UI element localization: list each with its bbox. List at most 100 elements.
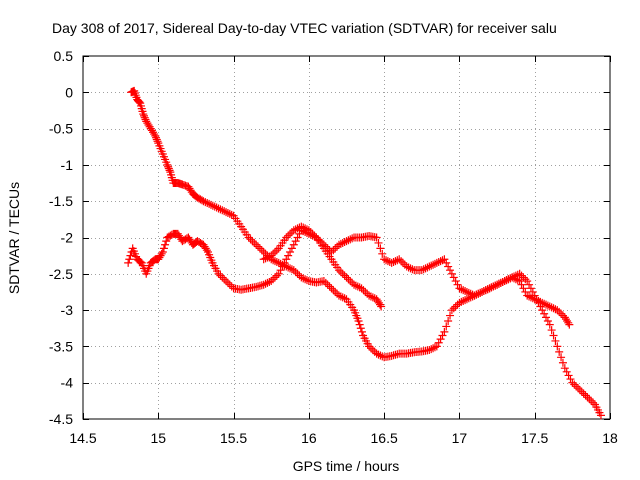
data-point-series-1 (515, 269, 524, 278)
chart-title: Day 308 of 2017, Sidereal Day-to-day VTE… (52, 20, 557, 36)
x-tick-label: 15 (150, 430, 166, 446)
data-point-series-2 (286, 248, 295, 257)
data-point-series-3 (377, 302, 386, 311)
data-point-series-1 (442, 322, 451, 331)
data-point-series-1 (461, 296, 470, 305)
data-point-series-1 (248, 237, 257, 246)
axis-ticks: 14.5 15 15.5 16 16.5 17 17.5 18 0.5 0 -0.5 -1 -1.5 -2… (49, 48, 618, 446)
data-point-series-1 (555, 347, 564, 356)
data-point-series-2 (493, 280, 502, 289)
data-point-series-1 (165, 166, 174, 175)
y-tick-label: 0 (65, 84, 73, 100)
data-point-series-2 (515, 277, 524, 286)
data-point-series-2 (517, 280, 526, 289)
data-point-series-1 (525, 280, 534, 289)
data-point-series-1 (447, 306, 456, 315)
data-point-series-1 (257, 246, 266, 255)
data-point-series-1 (284, 263, 293, 272)
data-point-series-1 (250, 238, 259, 247)
data-point-series-2 (280, 258, 289, 267)
data-point-series-1 (225, 209, 234, 218)
data-point-series-1 (444, 316, 453, 325)
data-point-series-2 (459, 286, 468, 295)
data-point-series-2 (519, 284, 528, 293)
data-point-series-2 (331, 244, 340, 253)
data-point-series-1 (270, 257, 279, 266)
data-point-series-2 (293, 233, 302, 242)
data-point-series-2 (547, 303, 556, 312)
data-point-series-3 (282, 233, 291, 242)
data-point-series-1 (212, 203, 221, 212)
data-point-series-3 (269, 249, 278, 258)
data-point-series-1 (151, 131, 160, 140)
x-axis-title: GPS time / hours (293, 458, 400, 474)
data-point-series-1 (553, 342, 562, 351)
data-point-series-1 (440, 327, 449, 336)
data-point-series-1 (365, 342, 374, 351)
data-point-series-2 (383, 257, 392, 266)
data-point-series-2 (289, 240, 298, 249)
data-point-series-2 (404, 263, 413, 272)
data-point-series-2 (523, 291, 532, 300)
data-point-series-1 (208, 201, 217, 210)
data-point-series-2 (261, 279, 270, 288)
data-point-series-1 (152, 135, 161, 144)
data-point-series-1 (572, 382, 581, 391)
y-tick-label: -2.5 (49, 266, 73, 282)
x-tick-label: 18 (602, 430, 618, 446)
data-point-series-1 (521, 275, 530, 284)
data-point-series-2 (270, 273, 279, 282)
data-point-series-2 (479, 287, 488, 296)
data-point-series-2 (162, 237, 171, 246)
data-point-series-2 (344, 236, 353, 245)
data-point-series-2 (382, 256, 391, 265)
data-point-series-3 (359, 286, 368, 295)
data-point-series-1 (291, 267, 300, 276)
data-point-series-2 (430, 259, 439, 268)
data-points (124, 86, 605, 420)
data-point-series-1 (206, 200, 215, 209)
data-point-series-1 (297, 273, 306, 282)
data-point-series-2 (451, 277, 460, 286)
data-point-series-2 (340, 238, 349, 247)
data-point-series-1 (542, 313, 551, 322)
data-point-series-2 (126, 251, 135, 260)
y-tick-label: -3 (61, 302, 74, 318)
data-point-series-1 (220, 207, 229, 216)
data-point-series-2 (284, 251, 293, 260)
data-point-series-3 (361, 287, 370, 296)
data-point-series-1 (519, 273, 528, 282)
data-point-series-2 (274, 269, 283, 278)
data-point-series-2 (272, 271, 281, 280)
x-tick-label: 14.5 (69, 430, 96, 446)
data-point-series-1 (434, 338, 443, 347)
data-point-series-2 (406, 264, 415, 273)
data-point-series-2 (447, 269, 456, 278)
plot-frame (82, 55, 611, 420)
data-point-series-2 (282, 255, 291, 264)
data-point-series-2 (526, 293, 535, 302)
data-point-series-1 (577, 387, 586, 396)
data-point-series-1 (429, 344, 438, 353)
data-point-series-2 (346, 235, 355, 244)
data-point-series-2 (276, 266, 285, 275)
data-point-series-1 (430, 343, 439, 352)
data-point-series-1 (325, 282, 334, 291)
data-point-series-1 (566, 375, 575, 384)
data-point-series-2 (125, 255, 134, 264)
data-point-series-2 (408, 265, 417, 274)
data-point-series-1 (334, 291, 343, 300)
data-point-series-2 (489, 282, 498, 291)
data-point-series-2 (395, 255, 404, 264)
data-point-series-2 (427, 261, 436, 270)
data-point-series-1 (272, 258, 281, 267)
data-point-series-1 (252, 240, 261, 249)
data-point-series-2 (159, 244, 168, 253)
data-point-series-1 (564, 371, 573, 380)
data-point-series-1 (336, 292, 345, 301)
data-point-series-2 (513, 276, 522, 285)
data-point-series-2 (494, 279, 503, 288)
data-point-series-2 (540, 299, 549, 308)
data-point-series-1 (340, 294, 349, 303)
data-point-series-2 (466, 289, 475, 298)
